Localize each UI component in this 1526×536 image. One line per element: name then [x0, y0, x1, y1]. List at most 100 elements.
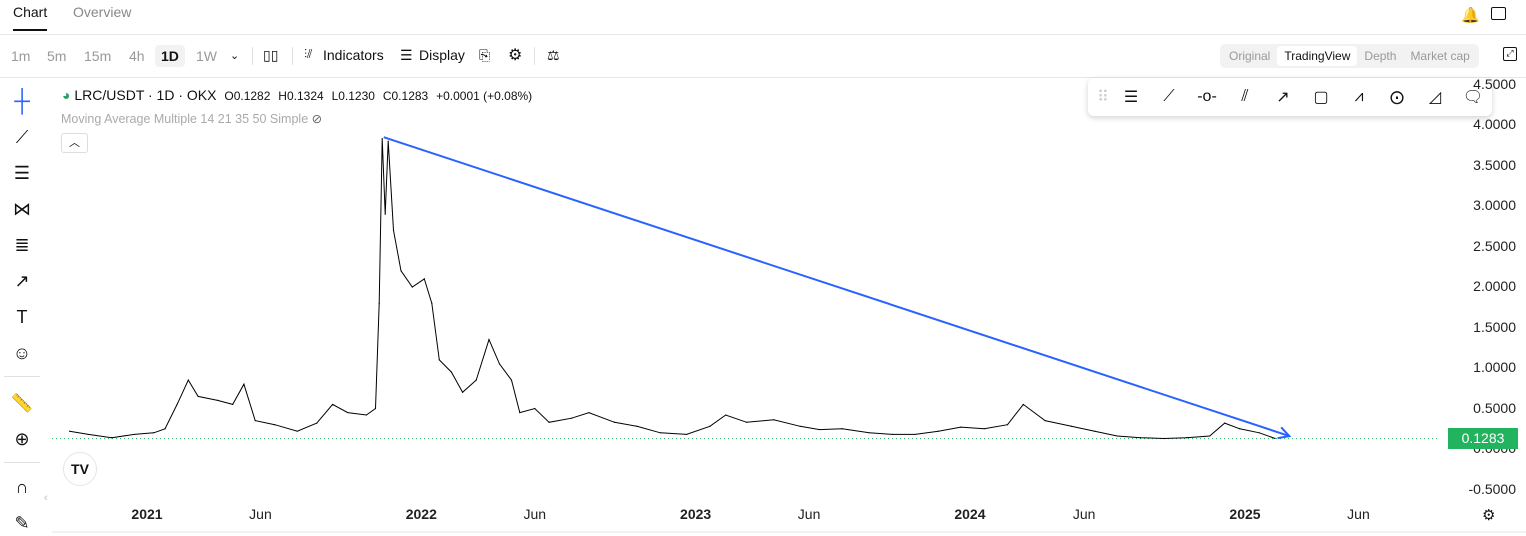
price-point: [709, 425, 711, 427]
trendline-icon[interactable]: ⟋: [1163, 88, 1175, 105]
eye-off-icon[interactable]: ⊘: [311, 112, 323, 126]
fib-icon[interactable]: ≣: [14, 235, 30, 255]
arrow-icon[interactable]: ↗: [1276, 89, 1290, 106]
price-point: [588, 411, 590, 414]
alert-add-icon[interactable]: 🔔: [1461, 7, 1480, 24]
view-original[interactable]: Original: [1229, 49, 1271, 63]
timeframe-1w[interactable]: 1W: [196, 48, 217, 64]
scale-icon[interactable]: ⚖: [547, 47, 560, 63]
price-point: [983, 428, 985, 430]
price-point: [87, 433, 89, 436]
candle-type-icon[interactable]: ▯▯: [263, 47, 279, 63]
gear-icon[interactable]: ⚙: [508, 47, 523, 64]
replay-icon[interactable]: ⎘: [479, 47, 491, 63]
timeframe-5m[interactable]: 5m: [47, 48, 67, 64]
trend-arrow-head: [1277, 426, 1292, 440]
display-icon[interactable]: ☰: [400, 47, 413, 63]
price-point: [510, 379, 513, 381]
high-value: H0.1324: [278, 89, 324, 103]
drawing-toolbar: ⠿ ☰ ⟋ -o- ⫽ ↗ ▢ ⩘ ⊙ ◿ 🗨: [1088, 78, 1492, 116]
price-tick-label: 3.0000: [1473, 197, 1516, 213]
comment-icon[interactable]: 🗨: [1462, 89, 1484, 106]
coin-logo-icon: ◕: [62, 87, 71, 103]
magnet-icon[interactable]: ∩: [15, 477, 29, 497]
chevron-down-icon[interactable]: ⌄: [230, 50, 240, 62]
timeframe-15m[interactable]: 15m: [84, 48, 112, 64]
tradingview-logo[interactable]: TV: [63, 452, 97, 486]
price-point: [374, 407, 377, 410]
time-tick-label: 2023: [680, 506, 712, 522]
price-point: [773, 419, 775, 421]
price-point: [1239, 428, 1241, 430]
drag-handle-icon[interactable]: ⠿: [1097, 89, 1109, 106]
indicators-icon[interactable]: ⫶⫽: [304, 47, 313, 61]
price-point: [133, 433, 135, 436]
pattern-icon[interactable]: ⋈: [13, 199, 31, 219]
price-point: [1022, 403, 1024, 406]
price-point: [686, 433, 688, 436]
price-point: [1070, 425, 1072, 427]
rectangle-icon[interactable]: ▢: [1313, 89, 1329, 106]
collapse-legend-button[interactable]: ︿: [61, 133, 88, 153]
time-tick-label: Jun: [523, 506, 547, 522]
change-value: +0.0001 (+0.08%): [436, 89, 533, 103]
text-icon[interactable]: T: [16, 307, 28, 327]
horizontal-ray-icon[interactable]: -o-: [1197, 88, 1217, 105]
price-point: [548, 421, 550, 423]
indicator-label: Moving Average Multiple 14 21 35 50 Simp…: [61, 111, 322, 126]
price-point: [243, 383, 245, 385]
low-value: L0.1230: [331, 89, 375, 103]
price-point: [1044, 420, 1046, 422]
display-button[interactable]: Display: [419, 47, 465, 63]
price-point: [571, 417, 573, 419]
price-point: [1163, 437, 1165, 440]
timeframe-4h[interactable]: 4h: [129, 48, 145, 64]
emoji-icon[interactable]: ☺: [12, 343, 32, 363]
price-tick-label: 3.5000: [1473, 156, 1516, 173]
indicator-name[interactable]: Moving Average Multiple 14 21 35 50 Simp…: [61, 112, 309, 126]
price-point: [725, 414, 727, 416]
path-icon[interactable]: ⩘: [1354, 88, 1364, 105]
price-point: [488, 339, 490, 341]
ruler-icon[interactable]: 📏: [10, 393, 34, 413]
price-point: [347, 411, 349, 414]
view-switcher: Original TradingView Depth Market cap: [1220, 44, 1479, 68]
view-market-cap[interactable]: Market cap: [1410, 49, 1470, 63]
price-point: [1139, 437, 1142, 439]
tab-overview[interactable]: Overview: [73, 4, 132, 20]
horizontal-lines-icon[interactable]: ☰: [13, 163, 31, 183]
arc-icon[interactable]: ◿: [1428, 89, 1442, 106]
zoom-in-icon[interactable]: ⊕: [14, 429, 30, 449]
price-point: [254, 420, 256, 422]
price-point: [1116, 435, 1118, 437]
divider: [292, 47, 293, 65]
price-point: [332, 403, 334, 406]
price-point: [891, 433, 894, 436]
timeframe-1d[interactable]: 1D: [155, 45, 185, 67]
price-tick-label: 4.0000: [1473, 116, 1516, 132]
collapse-sidebar-icon[interactable]: ‹: [44, 492, 48, 504]
circle-icon[interactable]: ⊙: [1388, 86, 1406, 109]
arrow-icon[interactable]: ↗: [14, 271, 30, 291]
price-tick-label: 0.5000: [1473, 399, 1516, 416]
tab-chart[interactable]: Chart: [13, 4, 48, 31]
axis-settings-icon[interactable]: ⚙: [1482, 507, 1496, 524]
parallel-lines-icon[interactable]: ☰: [1123, 89, 1139, 106]
lock-drawing-icon[interactable]: ✎: [14, 513, 30, 533]
symbol-label[interactable]: LRC/USDT · 1D · OKX: [74, 87, 217, 103]
indicators-button[interactable]: Indicators: [323, 47, 384, 63]
trendline-icon[interactable]: ⟋: [15, 127, 29, 147]
timeframe-1m[interactable]: 1m: [11, 48, 31, 64]
price-point: [381, 138, 383, 140]
time-tick-label: 2025: [1229, 506, 1261, 522]
price-point: [411, 286, 413, 288]
view-tradingview[interactable]: TradingView: [1277, 46, 1358, 66]
crosshair-icon[interactable]: ┼: [14, 88, 30, 113]
price-point: [746, 421, 748, 423]
view-depth[interactable]: Depth: [1364, 49, 1397, 63]
layout-icon[interactable]: [1491, 7, 1506, 20]
parallel-channel-icon[interactable]: ⫽: [1241, 88, 1249, 105]
fullscreen-icon[interactable]: ⤢: [1503, 47, 1517, 61]
trend-arrow-line: [383, 136, 1290, 437]
